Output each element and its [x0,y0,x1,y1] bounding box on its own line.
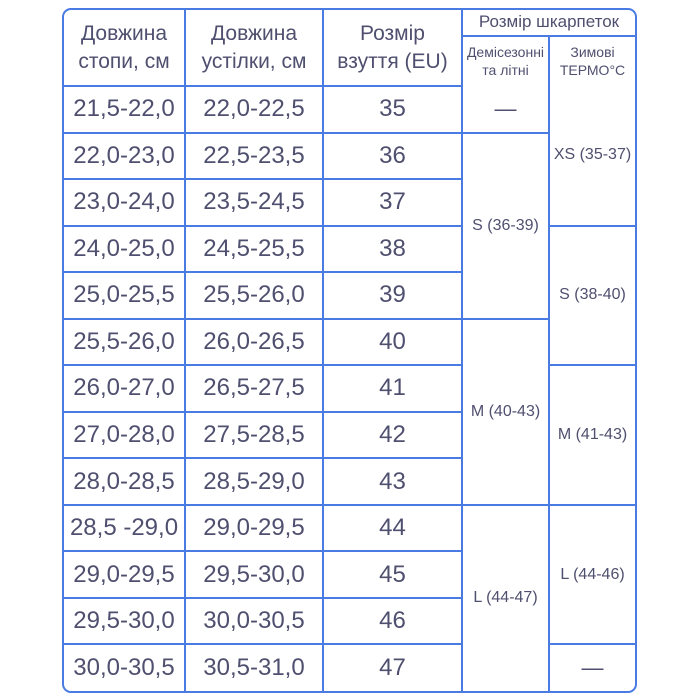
foot-length-cell: 25,0-25,5 [64,271,186,320]
foot-length-cell: 21,5-22,0 [64,86,186,134]
foot-length-cell: 28,0-28,5 [64,457,186,506]
table-row: 25,5-26,0 26,0-26,5 40 M (40-43) [64,317,635,506]
foot-length-cell: 24,0-25,0 [64,224,186,274]
insole-length-cell: 22,5-23,5 [184,131,324,181]
insole-length-cell: 27,5-28,5 [184,410,324,460]
insole-length-cell: 22,0-22,5 [184,86,324,134]
insole-length-cell: 24,5-25,5 [184,224,324,274]
foot-length-cell: 26,0-27,0 [64,364,186,413]
header-shoe-size: Розмір взуття (EU) [322,10,463,87]
insole-length-cell: 28,5-29,0 [184,457,324,506]
table-row: 24,0-25,0 24,5-25,5 38 S (38-40) [64,224,635,367]
foot-length-cell: 27,0-28,0 [64,410,186,460]
foot-length-cell: 29,0-29,5 [64,550,186,599]
table-row: 29,0-29,5 29,5-30,0 45 [64,550,635,599]
insole-length-cell: 29,0-29,5 [184,503,324,553]
shoe-size-cell: 45 [322,550,462,599]
size-chart-table: Довжина стопи, см Довжина устілки, см Ро… [62,8,637,693]
header-sock-size-group: Розмір шкарпеток [460,10,635,37]
shoe-size-cell: 40 [322,317,463,367]
foot-length-cell: 30,0-30,5 [64,643,186,691]
header-row-sub: Демісезонні та літні Зимові ТЕРМО°С [64,35,635,86]
header-winter-thermo: Зимові ТЕРМО°С [547,35,635,86]
foot-length-cell: 28,5 -29,0 [64,503,186,553]
insole-length-cell: 26,5-27,5 [184,364,324,413]
table-row: 28,5 -29,0 29,0-29,5 44 L (44-47) L (44-… [64,503,635,691]
insole-length-cell: 23,5-24,5 [184,178,324,227]
foot-length-cell: 23,0-24,0 [64,178,186,227]
insole-length-cell: 30,5-31,0 [184,643,324,691]
header-demi-season: Демісезонні та літні [462,35,550,86]
shoe-size-cell: 35 [322,86,463,134]
shoe-size-cell: 38 [322,224,463,274]
insole-length-cell: 29,5-30,0 [184,550,324,599]
table-row: 28,0-28,5 28,5-29,0 43 [64,457,635,506]
shoe-size-cell: 39 [322,271,462,320]
demi-season-size-cell: — [461,86,550,134]
header-row-group: Довжина стопи, см Довжина устілки, см Ро… [64,10,635,87]
foot-length-cell: 22,0-23,0 [64,131,186,181]
shoe-size-cell: 46 [322,596,462,646]
shoe-size-cell: 42 [322,410,462,460]
header-insole-length: Довжина устілки, см [184,10,324,87]
table-row: 30,0-30,5 30,5-31,0 47 — [64,643,635,691]
table-row: 25,0-25,5 25,5-26,0 39 [64,271,635,320]
shoe-size-cell: 36 [322,131,463,181]
thermo-size-cell: M (41-43) [547,364,635,506]
foot-length-cell: 29,5-30,0 [64,596,186,646]
table-row: 23,0-24,0 23,5-24,5 37 [64,178,635,227]
insole-length-cell: 26,0-26,5 [184,317,324,367]
demi-season-size-cell: M (40-43) [461,317,549,506]
demi-season-size-cell: S (36-39) [461,131,549,320]
foot-length-cell: 25,5-26,0 [64,317,186,367]
insole-length-cell: 25,5-26,0 [184,271,324,320]
table-row: 27,0-28,0 27,5-28,5 42 [64,410,635,460]
thermo-size-cell: L (44-46) [547,503,635,646]
header-foot-length: Довжина стопи, см [64,10,186,87]
demi-season-size-cell: L (44-47) [461,503,550,691]
size-table: Довжина стопи, см Довжина устілки, см Ро… [64,10,635,691]
shoe-size-cell: 44 [322,503,463,553]
shoe-size-cell: 47 [322,643,463,691]
insole-length-cell: 30,0-30,5 [184,596,324,646]
table-row: 26,0-27,0 26,5-27,5 41 M (41-43) [64,364,635,506]
shoe-size-cell: 41 [322,364,463,413]
table-row: 22,0-23,0 22,5-23,5 36 S (36-39) [64,131,635,320]
table-row: 29,5-30,0 30,0-30,5 46 [64,596,635,646]
table-row: 21,5-22,0 22,0-22,5 35 — XS (35-37) [64,86,635,227]
shoe-size-cell: 43 [322,457,462,506]
thermo-size-cell: — [547,643,635,691]
thermo-size-cell: S (38-40) [547,224,635,367]
thermo-size-cell: XS (35-37) [547,86,635,227]
shoe-size-cell: 37 [322,178,462,227]
